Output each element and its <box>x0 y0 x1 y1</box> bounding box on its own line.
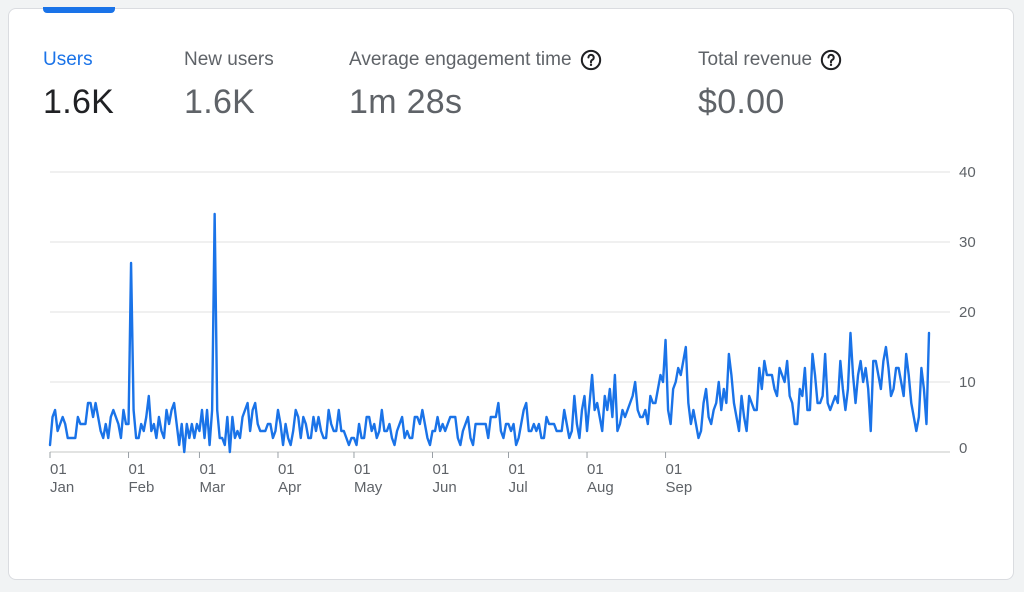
metric-users-label: Users <box>43 47 114 73</box>
y-tick-label: 20 <box>959 304 976 321</box>
x-tick-day: 01 <box>666 461 683 478</box>
analytics-card: Users 1.6K New users 1.6K Average engage… <box>8 7 1014 580</box>
x-tick-month: Sep <box>666 479 693 496</box>
metric-total-revenue-label-text: Total revenue <box>698 49 813 70</box>
metric-avg-engagement-label: Average engagement time <box>349 47 602 73</box>
x-tick-month: Aug <box>587 479 614 496</box>
metric-users-label-text: Users <box>43 49 93 70</box>
y-tick-label: 30 <box>959 234 976 251</box>
metric-new-users-label: New users <box>184 47 274 73</box>
metric-new-users-value: 1.6K <box>184 83 256 121</box>
x-tick-day: 01 <box>50 461 67 478</box>
x-tick-month: Mar <box>199 479 225 496</box>
x-tick-day: 01 <box>433 461 450 478</box>
series-line-users <box>48 212 931 454</box>
x-tick-month: Jul <box>508 479 527 496</box>
metric-avg-engagement[interactable]: Average engagement time 1m 28s <box>349 47 602 122</box>
metric-new-users[interactable]: New users 1.6K <box>184 47 274 122</box>
y-tick-label: 40 <box>959 164 976 181</box>
active-tab-indicator <box>43 7 115 13</box>
x-tick-day: 01 <box>129 461 146 478</box>
metric-avg-engagement-label-text: Average engagement time <box>349 49 572 70</box>
metric-users-value: 1.6K <box>43 83 115 121</box>
x-tick-day: 01 <box>278 461 295 478</box>
metric-new-users-label-text: New users <box>184 49 274 70</box>
y-tick-label: 0 <box>959 440 967 457</box>
help-icon[interactable] <box>820 49 842 71</box>
metric-users[interactable]: Users 1.6K <box>43 47 114 122</box>
x-tick-month: Jan <box>50 479 74 496</box>
metric-total-revenue[interactable]: Total revenue $0.00 <box>698 47 842 122</box>
x-tick-month: Feb <box>129 479 155 496</box>
metric-total-revenue-value: $0.00 <box>698 83 785 121</box>
x-tick-day: 01 <box>199 461 216 478</box>
x-tick-day: 01 <box>354 461 371 478</box>
metric-total-revenue-label: Total revenue <box>698 47 842 73</box>
x-tick-month: Jun <box>433 479 457 496</box>
x-tick-month: May <box>354 479 383 496</box>
metric-avg-engagement-value: 1m 28s <box>349 83 463 121</box>
y-tick-label: 10 <box>959 374 976 391</box>
x-tick-day: 01 <box>508 461 525 478</box>
x-tick-month: Apr <box>278 479 301 496</box>
help-icon[interactable] <box>580 49 602 71</box>
x-tick-day: 01 <box>587 461 604 478</box>
